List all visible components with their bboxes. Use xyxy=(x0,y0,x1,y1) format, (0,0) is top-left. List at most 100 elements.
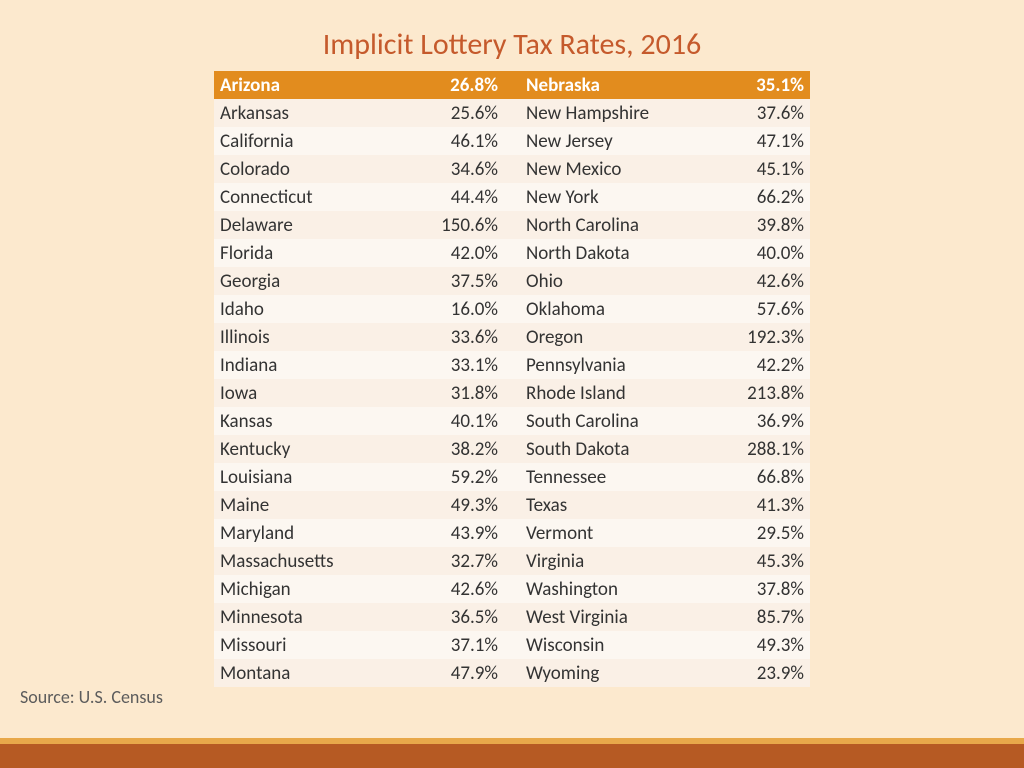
gap-cell xyxy=(504,519,520,547)
table-right-column: Nebraska35.1%New Hampshire37.6%New Jerse… xyxy=(520,71,810,687)
state-cell: West Virginia xyxy=(520,606,710,629)
header-state: Nebraska xyxy=(520,74,710,97)
table-row: Louisiana59.2% xyxy=(214,463,504,491)
state-cell: Pennsylvania xyxy=(520,354,710,377)
gap-cell xyxy=(504,407,520,435)
gap-cell xyxy=(504,351,520,379)
table-row: Wyoming23.9% xyxy=(520,659,810,687)
state-cell: Rhode Island xyxy=(520,382,710,405)
gap-cell xyxy=(504,267,520,295)
table-row: Rhode Island213.8% xyxy=(520,379,810,407)
gap-cell xyxy=(504,99,520,127)
table-row: Massachusetts32.7% xyxy=(214,547,504,575)
state-cell: North Dakota xyxy=(520,242,710,265)
rate-cell: 49.3% xyxy=(710,634,810,657)
rate-cell: 192.3% xyxy=(710,326,810,349)
rate-cell: 31.8% xyxy=(404,382,504,405)
header-rate: 35.1% xyxy=(710,74,810,97)
gap-cell xyxy=(504,491,520,519)
rate-cell: 288.1% xyxy=(710,438,810,461)
state-cell: Virginia xyxy=(520,550,710,573)
table-row: South Carolina36.9% xyxy=(520,407,810,435)
rate-cell: 32.7% xyxy=(404,550,504,573)
gap-cell xyxy=(504,323,520,351)
header-state: Arizona xyxy=(214,74,404,97)
state-cell: Indiana xyxy=(214,354,404,377)
rate-cell: 42.0% xyxy=(404,242,504,265)
table-row: New York66.2% xyxy=(520,183,810,211)
gap-cell xyxy=(504,547,520,575)
state-cell: California xyxy=(214,130,404,153)
gap-cell xyxy=(504,295,520,323)
rate-cell: 25.6% xyxy=(404,102,504,125)
rate-cell: 66.2% xyxy=(710,186,810,209)
state-cell: Massachusetts xyxy=(214,550,404,573)
rate-cell: 44.4% xyxy=(404,186,504,209)
state-cell: Delaware xyxy=(214,214,404,237)
state-cell: Arkansas xyxy=(214,102,404,125)
table-row: Virginia45.3% xyxy=(520,547,810,575)
rate-cell: 33.6% xyxy=(404,326,504,349)
gap-cell xyxy=(504,155,520,183)
table-row: Colorado34.6% xyxy=(214,155,504,183)
state-cell: Kansas xyxy=(214,410,404,433)
state-cell: Georgia xyxy=(214,270,404,293)
rate-cell: 150.6% xyxy=(404,214,504,237)
table-row: Maryland43.9% xyxy=(214,519,504,547)
rate-cell: 29.5% xyxy=(710,522,810,545)
rate-cell: 36.5% xyxy=(404,606,504,629)
table-row: Iowa31.8% xyxy=(214,379,504,407)
rate-cell: 45.1% xyxy=(710,158,810,181)
state-cell: Oregon xyxy=(520,326,710,349)
table-row: North Carolina39.8% xyxy=(520,211,810,239)
state-cell: Minnesota xyxy=(214,606,404,629)
table-row: Oklahoma57.6% xyxy=(520,295,810,323)
state-cell: South Carolina xyxy=(520,410,710,433)
gap-header xyxy=(504,71,520,99)
table-row: Idaho16.0% xyxy=(214,295,504,323)
state-cell: Iowa xyxy=(214,382,404,405)
state-cell: Texas xyxy=(520,494,710,517)
state-cell: Florida xyxy=(214,242,404,265)
rate-cell: 37.6% xyxy=(710,102,810,125)
table-row: New Mexico45.1% xyxy=(520,155,810,183)
state-cell: Maine xyxy=(214,494,404,517)
gap-cell xyxy=(504,659,520,687)
rate-cell: 49.3% xyxy=(404,494,504,517)
gap-cell xyxy=(504,127,520,155)
table-row: Michigan42.6% xyxy=(214,575,504,603)
table-row: Missouri37.1% xyxy=(214,631,504,659)
state-cell: Illinois xyxy=(214,326,404,349)
table-row: Washington37.8% xyxy=(520,575,810,603)
table-row: West Virginia85.7% xyxy=(520,603,810,631)
rate-cell: 16.0% xyxy=(404,298,504,321)
table-row: Minnesota36.5% xyxy=(214,603,504,631)
page-title: Implicit Lottery Tax Rates, 2016 xyxy=(0,0,1024,71)
rate-cell: 47.9% xyxy=(404,662,504,685)
table-row: Vermont29.5% xyxy=(520,519,810,547)
state-cell: New Mexico xyxy=(520,158,710,181)
source-label: Source: U.S. Census xyxy=(20,686,163,708)
rate-cell: 33.1% xyxy=(404,354,504,377)
rate-cell: 37.8% xyxy=(710,578,810,601)
rate-cell: 43.9% xyxy=(404,522,504,545)
table-row: Wisconsin49.3% xyxy=(520,631,810,659)
table-row: Florida42.0% xyxy=(214,239,504,267)
state-cell: Michigan xyxy=(214,578,404,601)
rate-cell: 47.1% xyxy=(710,130,810,153)
rate-cell: 85.7% xyxy=(710,606,810,629)
rate-cell: 59.2% xyxy=(404,466,504,489)
table-row: Ohio42.6% xyxy=(520,267,810,295)
table-row: Kansas40.1% xyxy=(214,407,504,435)
gap-cell xyxy=(504,463,520,491)
table-row: California46.1% xyxy=(214,127,504,155)
state-cell: Montana xyxy=(214,662,404,685)
table-row: New Jersey47.1% xyxy=(520,127,810,155)
rate-cell: 40.1% xyxy=(404,410,504,433)
rate-cell: 41.3% xyxy=(710,494,810,517)
gap-cell xyxy=(504,211,520,239)
header-rate: 26.8% xyxy=(404,74,504,97)
state-cell: New Jersey xyxy=(520,130,710,153)
footer-bar xyxy=(0,738,1024,768)
state-cell: Wisconsin xyxy=(520,634,710,657)
